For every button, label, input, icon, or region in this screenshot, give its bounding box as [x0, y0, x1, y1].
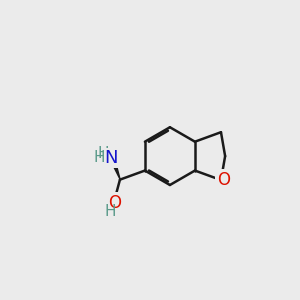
- Text: N: N: [104, 149, 117, 167]
- Text: O: O: [217, 171, 230, 189]
- Text: O: O: [108, 194, 121, 212]
- Polygon shape: [110, 158, 120, 180]
- Text: H: H: [94, 150, 106, 165]
- Text: H: H: [105, 204, 116, 219]
- Text: H: H: [98, 146, 109, 161]
